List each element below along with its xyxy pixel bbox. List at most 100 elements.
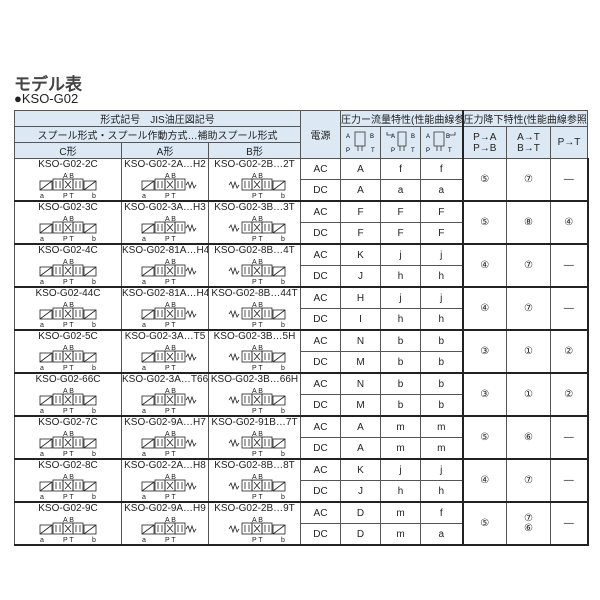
valve-symbol-icon: A B P T a [123, 170, 208, 199]
port-ab-label: A B [63, 431, 74, 438]
flow-value: f [419, 158, 464, 180]
model-code: KSO-G02-3B…3T [214, 202, 295, 213]
model-code: KSO-G02-3A…H3 [124, 202, 206, 213]
port-pt-label: P T [165, 279, 176, 286]
flow-value: N [340, 329, 381, 352]
model-code: KSO-G02-81A…H44 [122, 288, 209, 299]
drop-p-t: — [550, 458, 589, 503]
flow-value: b [380, 351, 421, 374]
port-b-label: b [281, 279, 285, 286]
header-a-type: A形 [121, 142, 209, 159]
port-ab-label: A B [63, 259, 74, 266]
header-p-t: P→T [550, 126, 589, 159]
svg-text:B: B [370, 134, 374, 140]
valve-symbol-icon: A B P T a b [16, 342, 121, 372]
flow-symbol-2: A B P T [380, 126, 421, 159]
port-a-label: a [40, 365, 44, 372]
model-code: KSO-G02-2A…H8 [124, 460, 206, 471]
port-pt-label: P T [252, 193, 263, 200]
model-code: KSO-G02-7C [38, 417, 98, 428]
a-type-cell: KSO-G02-2A…H2 A B P T a [121, 158, 209, 202]
port-pt-label: P T [63, 193, 74, 200]
flow-value: j [380, 243, 421, 266]
port-ab-label: A B [165, 173, 176, 180]
drop-p-ab: ⑤ [462, 158, 508, 202]
port-pt-label: P T [63, 279, 74, 286]
port-ab-label: A B [63, 216, 74, 223]
svg-text:T: T [411, 148, 415, 154]
port-a-label: a [40, 408, 44, 415]
flow-value: m [380, 437, 421, 460]
header-flow: 圧力ー流量特性(性能曲線参照) [339, 110, 464, 127]
port-ab-label: A B [165, 474, 176, 481]
flow-value: F [419, 222, 464, 245]
c-type-cell: KSO-G02-8C A B P T a b [14, 458, 122, 503]
port-b-label: b [92, 279, 96, 286]
flow-value: D [340, 523, 381, 546]
svg-text:T: T [448, 148, 452, 154]
flow-value: A [340, 437, 381, 460]
model-code: KSO-G02-81A…H4 [122, 245, 209, 256]
port-b-label: b [92, 322, 96, 329]
port-pt-label: P T [252, 279, 263, 286]
port-pt-label: P T [165, 451, 176, 458]
flow-value: j [380, 458, 421, 481]
drop-p-ab: ⑤ [462, 415, 508, 460]
flow-symbol-3: A B P T [419, 126, 464, 159]
flow-value: H [340, 286, 381, 309]
flow-value: A [340, 158, 381, 180]
power-dc: DC [300, 351, 341, 374]
port-ab-label: A B [165, 302, 176, 309]
port-ab-label: A B [252, 173, 263, 180]
svg-text:T: T [371, 148, 375, 154]
port-a-label: a [40, 494, 44, 501]
flow-value: j [419, 286, 464, 309]
valve-symbol-icon: A B P T a b [16, 170, 121, 200]
port-a-label: a [142, 451, 146, 458]
power-dc: DC [300, 480, 341, 503]
flow-value: m [419, 437, 464, 460]
flow-value: m [380, 501, 421, 524]
port-b-label: b [281, 537, 285, 544]
drop-p-t: — [550, 286, 589, 331]
flow-value: b [419, 372, 464, 395]
svg-text:P: P [346, 148, 350, 154]
drop-p-ab: ④ [462, 286, 508, 331]
header-drop: 圧力降下特性(性能曲線参照) [462, 110, 589, 127]
flow-value: M [340, 351, 381, 374]
port-ab-label: A B [63, 388, 74, 395]
port-a-label: a [40, 537, 44, 544]
power-dc: DC [300, 222, 341, 245]
flow-value: D [340, 501, 381, 524]
port-ab-label: A B [165, 517, 176, 524]
a-type-cell: KSO-G02-2A…H8 A B P T a [121, 458, 209, 503]
power-ac: AC [300, 286, 341, 309]
port-ab-label: A B [63, 474, 74, 481]
port-ab-label: A B [63, 517, 74, 524]
drop-p-t: ② [550, 329, 589, 374]
port-b-label: b [281, 451, 285, 458]
c-type-cell: KSO-G02-66C A B P T a b [14, 372, 122, 417]
drop-ab-t: ⑧ [506, 200, 552, 245]
a-type-cell: KSO-G02-9A…H9 A B P T a [121, 501, 209, 546]
valve-symbol-icon: A B P T b [210, 213, 300, 242]
flow-value: h [380, 308, 421, 331]
flow-value: F [380, 200, 421, 223]
model-code: KSO-G02-3B…5H [213, 331, 296, 342]
drop-p-ab: ⑤ [462, 501, 508, 546]
port-pt-label: P T [165, 236, 176, 243]
port-b-label: b [92, 236, 96, 243]
port-ab-label: A B [165, 345, 176, 352]
port-b-label: b [92, 537, 96, 544]
flow-value: j [419, 458, 464, 481]
svg-text:B: B [411, 134, 415, 140]
port-ab-label: A B [252, 302, 263, 309]
